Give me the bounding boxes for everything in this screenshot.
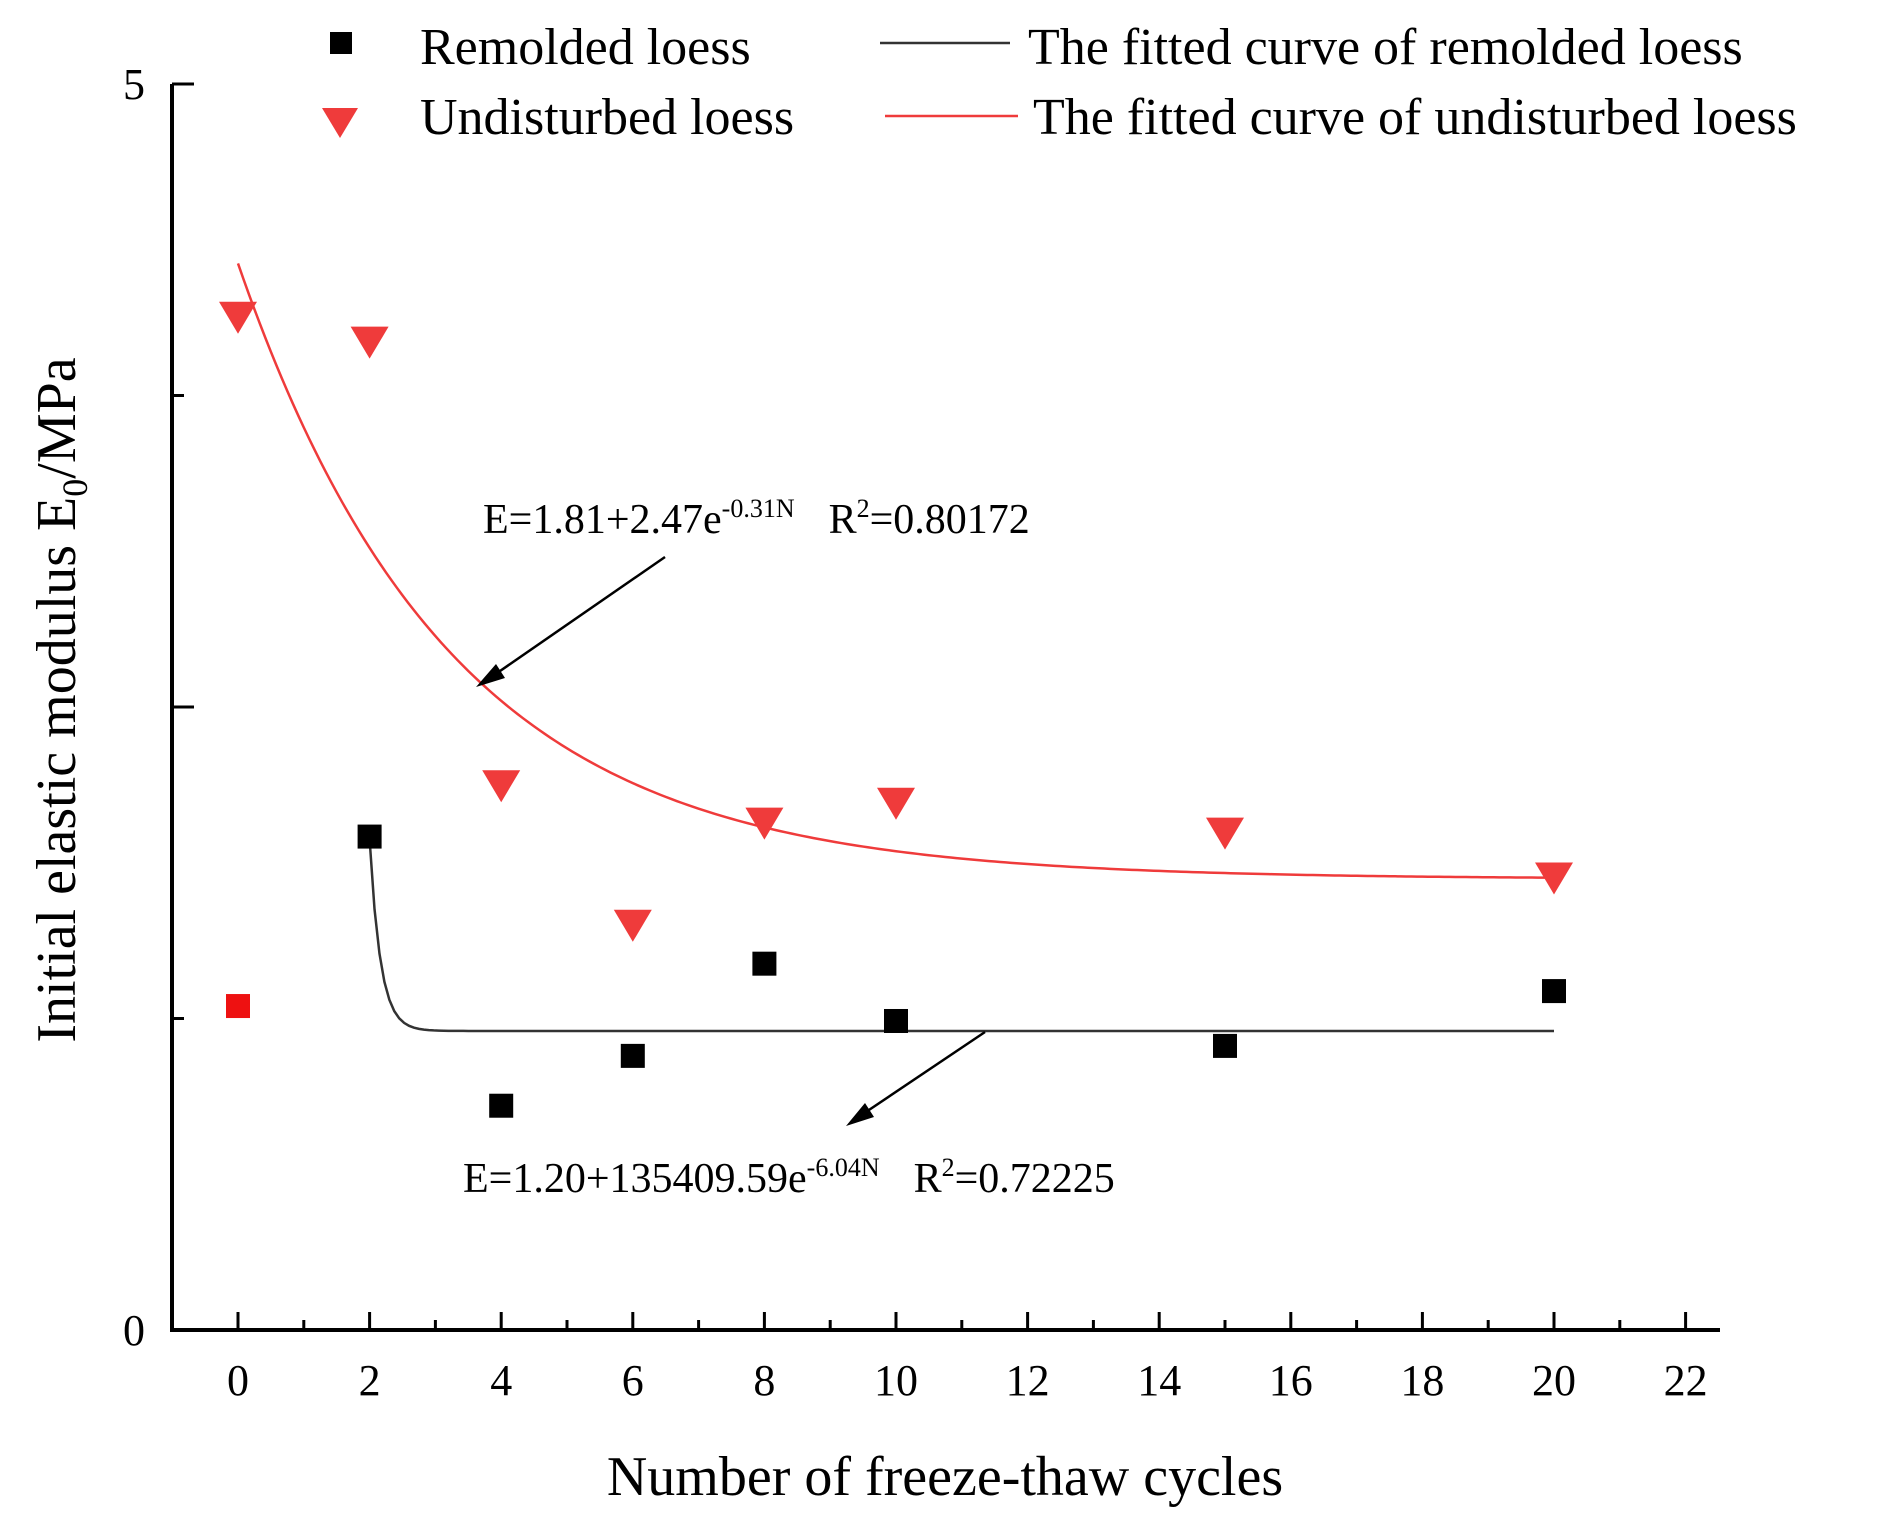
remolded-point <box>1213 1033 1237 1058</box>
undisturbed-point <box>350 326 389 359</box>
remolded-point <box>1542 979 1566 1004</box>
x-tick-label: 2 <box>359 1356 381 1405</box>
x-tick-label: 8 <box>753 1356 775 1405</box>
y-axis-title: Initial elastic modulus E0/MPa <box>26 357 95 1042</box>
x-tick-label: 0 <box>227 1356 249 1405</box>
x-tick-label: 6 <box>622 1356 644 1405</box>
legend: Remolded loess The fitted curve of remol… <box>322 19 1797 146</box>
legend-remolded-label: Remolded loess <box>420 19 751 76</box>
undisturbed-point <box>219 301 257 334</box>
x-tick-label: 20 <box>1532 1356 1576 1405</box>
x-tick-label: 10 <box>874 1356 918 1405</box>
remolded-point <box>884 1008 908 1033</box>
undisturbed-point <box>877 787 915 820</box>
legend-remolded-fit-label: The fitted curve of remolded loess <box>1028 19 1743 76</box>
undisturbed-point <box>745 807 784 840</box>
x-axis-title: Number of freeze-thaw cycles <box>607 1446 1283 1508</box>
fitted-curves <box>236 263 1555 1033</box>
undisturbed-eq-arrowhead <box>476 664 505 687</box>
undisturbed-point <box>1535 862 1573 895</box>
y-ticks: 05 <box>123 60 194 1355</box>
remolded-point <box>357 824 382 849</box>
annotation-arrows <box>476 555 986 1126</box>
x-tick-label: 4 <box>490 1356 512 1405</box>
remolded-point <box>620 1043 645 1068</box>
legend-undisturbed-marker <box>322 108 358 138</box>
axes: 0 2 4 6 8 10 12 14 16 18 20 22 05 <box>123 60 1720 1405</box>
remolded-eq-arrow <box>856 1030 986 1120</box>
legend-undisturbed-fit-label: The fitted curve of undisturbed loess <box>1033 89 1797 146</box>
undisturbed-fit-curve <box>236 263 1555 879</box>
x-ticks: 0 2 4 6 8 10 12 14 16 18 20 22 <box>170 1312 1708 1405</box>
remolded-point <box>752 951 777 976</box>
highlight-point <box>226 994 250 1019</box>
undisturbed-point <box>613 909 652 942</box>
undisturbed-point <box>1206 817 1244 850</box>
x-tick-label: 16 <box>1269 1356 1313 1405</box>
data-points <box>219 301 1573 1118</box>
x-tick-label: 18 <box>1400 1356 1444 1405</box>
legend-remolded-marker <box>330 32 352 54</box>
remolded-fit-equation: E=1.20+135409.59e-6.04N R2=0.72225 <box>463 1153 1115 1202</box>
undisturbed-eq-arrow <box>486 555 666 682</box>
y-tick-label: 5 <box>123 60 145 109</box>
legend-undisturbed-label: Undisturbed loess <box>420 89 794 146</box>
undisturbed-fit-equation: E=1.81+2.47e-0.31N R2=0.80172 <box>483 494 1030 543</box>
undisturbed-point <box>482 770 521 803</box>
y-tick-label: 0 <box>123 1306 145 1355</box>
x-tick-label: 12 <box>1006 1356 1050 1405</box>
remolded-point <box>489 1093 514 1118</box>
remolded-fit-curve <box>368 839 1554 1033</box>
remolded-eq-arrowhead <box>846 1103 874 1126</box>
x-tick-label: 22 <box>1664 1356 1708 1405</box>
x-tick-label: 14 <box>1137 1356 1181 1405</box>
